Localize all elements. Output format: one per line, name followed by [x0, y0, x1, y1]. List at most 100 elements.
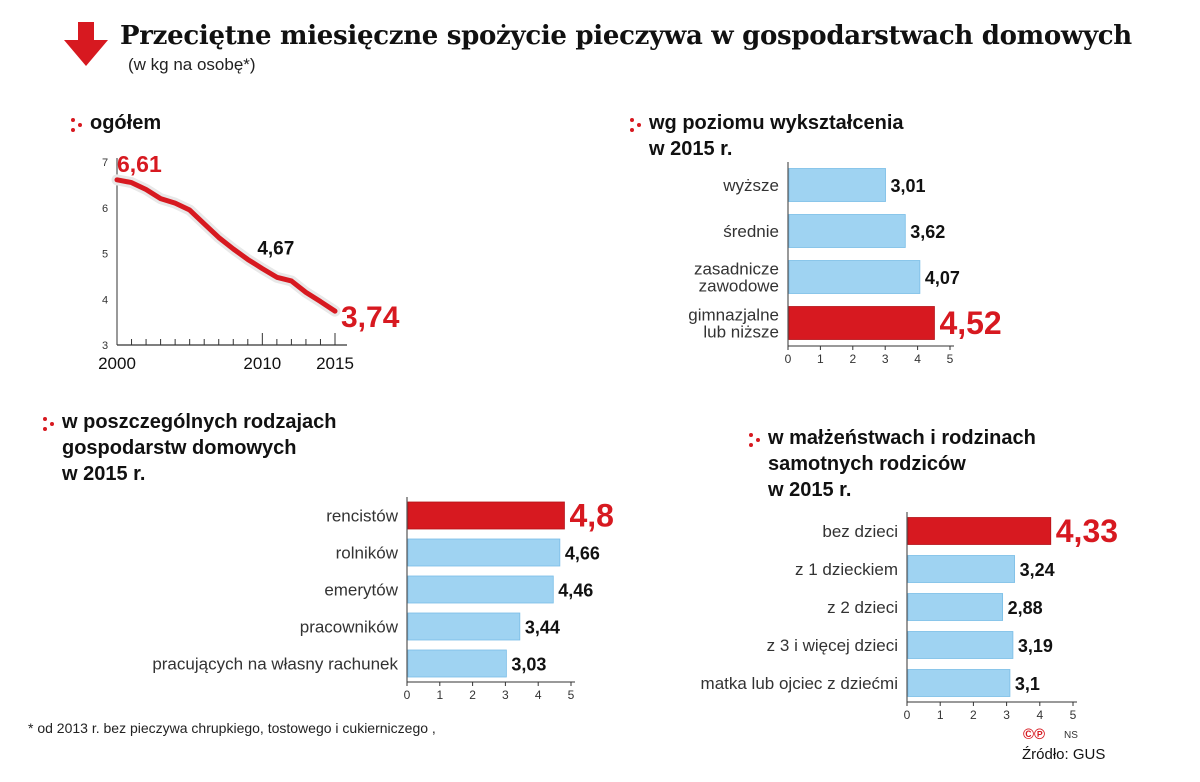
- category-label: średnie: [723, 222, 779, 241]
- copyright-initials: NS: [1064, 730, 1078, 741]
- section-title-line: w 2015 r.: [62, 463, 146, 485]
- section-title-education: wg poziomu wykształcenia w 2015 r.: [630, 110, 904, 162]
- category-label: rolników: [336, 544, 399, 563]
- value-label: 4,07: [925, 268, 960, 288]
- down-arrow-icon: [64, 22, 108, 66]
- category-label: pracowników: [300, 618, 399, 637]
- value-label: 3,62: [910, 222, 945, 242]
- y-tick-label: 3: [102, 340, 108, 352]
- value-label: 3,19: [1018, 636, 1053, 656]
- x-tick-label: 2015: [316, 354, 354, 373]
- section-title-line: w poszczególnych rodzajach: [62, 411, 337, 433]
- category-label: wyższe: [722, 176, 779, 195]
- chart-subtitle: (w kg na osobę*): [128, 55, 256, 74]
- x-tick-label: 2000: [98, 354, 136, 373]
- y-tick-label: 6: [102, 203, 108, 215]
- value-label: 4,33: [1056, 513, 1118, 549]
- bar: [788, 260, 921, 294]
- value-label: 2,88: [1008, 598, 1043, 618]
- x-tick-label: 0: [785, 352, 792, 366]
- x-tick-label: 2010: [243, 354, 281, 373]
- chart-title: Przeciętne miesięczne spożycie pieczywa …: [120, 21, 1132, 51]
- value-label: 3,01: [891, 176, 926, 196]
- value-label: 4,52: [939, 305, 1001, 341]
- section-marker-icon: [630, 118, 641, 132]
- x-tick-label: 0: [404, 688, 411, 702]
- line-series: [114, 177, 338, 314]
- section-title-households: w poszczególnych rodzajach gospodarstw d…: [43, 409, 337, 487]
- x-tick-label: 5: [947, 352, 954, 366]
- category-label: z 1 dzieckiem: [795, 560, 898, 579]
- category-label: emerytów: [324, 581, 398, 600]
- category-label: matka lub ojciec z dziećmi: [701, 674, 898, 693]
- x-tick-label: 0: [904, 708, 911, 722]
- bar: [907, 669, 1011, 697]
- x-tick-label: 4: [535, 688, 542, 702]
- section-title-line: w 2015 r.: [768, 479, 852, 501]
- value-label: 4,66: [565, 544, 600, 564]
- bar: [407, 501, 565, 530]
- category-label: gimnazjalne: [688, 306, 779, 325]
- y-tick-label: 5: [102, 249, 108, 261]
- x-tick-label: 5: [568, 688, 575, 702]
- category-label: z 2 dzieci: [827, 598, 898, 617]
- data-label: 4,67: [257, 239, 294, 260]
- footnote: * od 2013 r. bez pieczywa chrupkiego, to…: [28, 720, 436, 736]
- section-marker-icon: [71, 118, 82, 132]
- bar: [907, 631, 1014, 659]
- x-tick-label: 4: [1036, 708, 1043, 722]
- bar: [407, 538, 561, 567]
- bar: [788, 168, 886, 202]
- value-label: 3,24: [1020, 560, 1055, 580]
- value-label: 3,1: [1015, 674, 1040, 694]
- families-bar-chart: 0 1 2 3 4 5 bez dzieci 4,33 z 1 dzieckiem 3,24 z 2…: [701, 512, 1118, 722]
- bar: [907, 555, 1015, 583]
- section-title-line: gospodarstw domowych: [62, 437, 297, 459]
- value-label: 3,44: [525, 618, 560, 638]
- overall-line-chart: 3 4 5 6 7 2000 2010 2015 6,61 4,67 3,74: [98, 151, 400, 373]
- bar: [907, 517, 1052, 545]
- section-title-line: w 2015 r.: [649, 138, 733, 160]
- category-label: zawodowe: [699, 277, 779, 296]
- category-label: rencistów: [326, 507, 399, 526]
- category-label: pracujących na własny rachunek: [152, 655, 398, 674]
- y-tick-label: 4: [102, 294, 108, 306]
- x-tick-label: 2: [970, 708, 977, 722]
- education-bar-chart: 0 1 2 3 4 5 wyższe 3,01 średnie 3,62 zasadniczezaw…: [688, 162, 1002, 366]
- source-note: Źródło: GUS: [1022, 746, 1106, 763]
- x-tick-label: 1: [937, 708, 944, 722]
- value-label: 4,46: [558, 581, 593, 601]
- bar: [788, 306, 935, 340]
- x-tick-label: 4: [914, 352, 921, 366]
- y-tick-label: 7: [102, 157, 108, 169]
- value-label: 4,8: [569, 498, 613, 534]
- bar: [407, 649, 507, 678]
- x-tick-label: 3: [882, 352, 889, 366]
- bar: [407, 612, 521, 641]
- section-title-families: w małżeństwach i rodzinach samotnych rod…: [749, 425, 1036, 503]
- section-title-line: ogółem: [90, 112, 162, 134]
- category-label: z 3 i więcej dzieci: [767, 636, 898, 655]
- x-tick-label: 2: [469, 688, 476, 702]
- section-title-overall: ogółem: [71, 110, 162, 136]
- value-label: 3,03: [511, 655, 546, 675]
- x-tick-label: 2: [849, 352, 856, 366]
- data-label: 6,61: [117, 151, 162, 177]
- x-tick-label: 5: [1070, 708, 1077, 722]
- x-tick-label: 3: [502, 688, 509, 702]
- category-label: lub niższe: [703, 323, 779, 342]
- households-bar-chart: 0 1 2 3 4 5 rencistów 4,8 rolników 4,66 emerytów 4,…: [152, 497, 614, 702]
- category-label: bez dzieci: [822, 522, 898, 541]
- category-label: zasadnicze: [694, 260, 779, 279]
- x-tick-label: 1: [436, 688, 443, 702]
- section-marker-icon: [749, 433, 760, 447]
- data-label: 3,74: [341, 301, 400, 334]
- bar: [407, 575, 554, 604]
- copyright-mark: ©℗: [1023, 726, 1046, 743]
- section-marker-icon: [43, 417, 54, 431]
- bar: [907, 593, 1004, 621]
- x-tick-label: 3: [1003, 708, 1010, 722]
- section-title-line: w małżeństwach i rodzinach: [768, 427, 1036, 449]
- x-tick-label: 1: [817, 352, 824, 366]
- bar: [788, 214, 906, 248]
